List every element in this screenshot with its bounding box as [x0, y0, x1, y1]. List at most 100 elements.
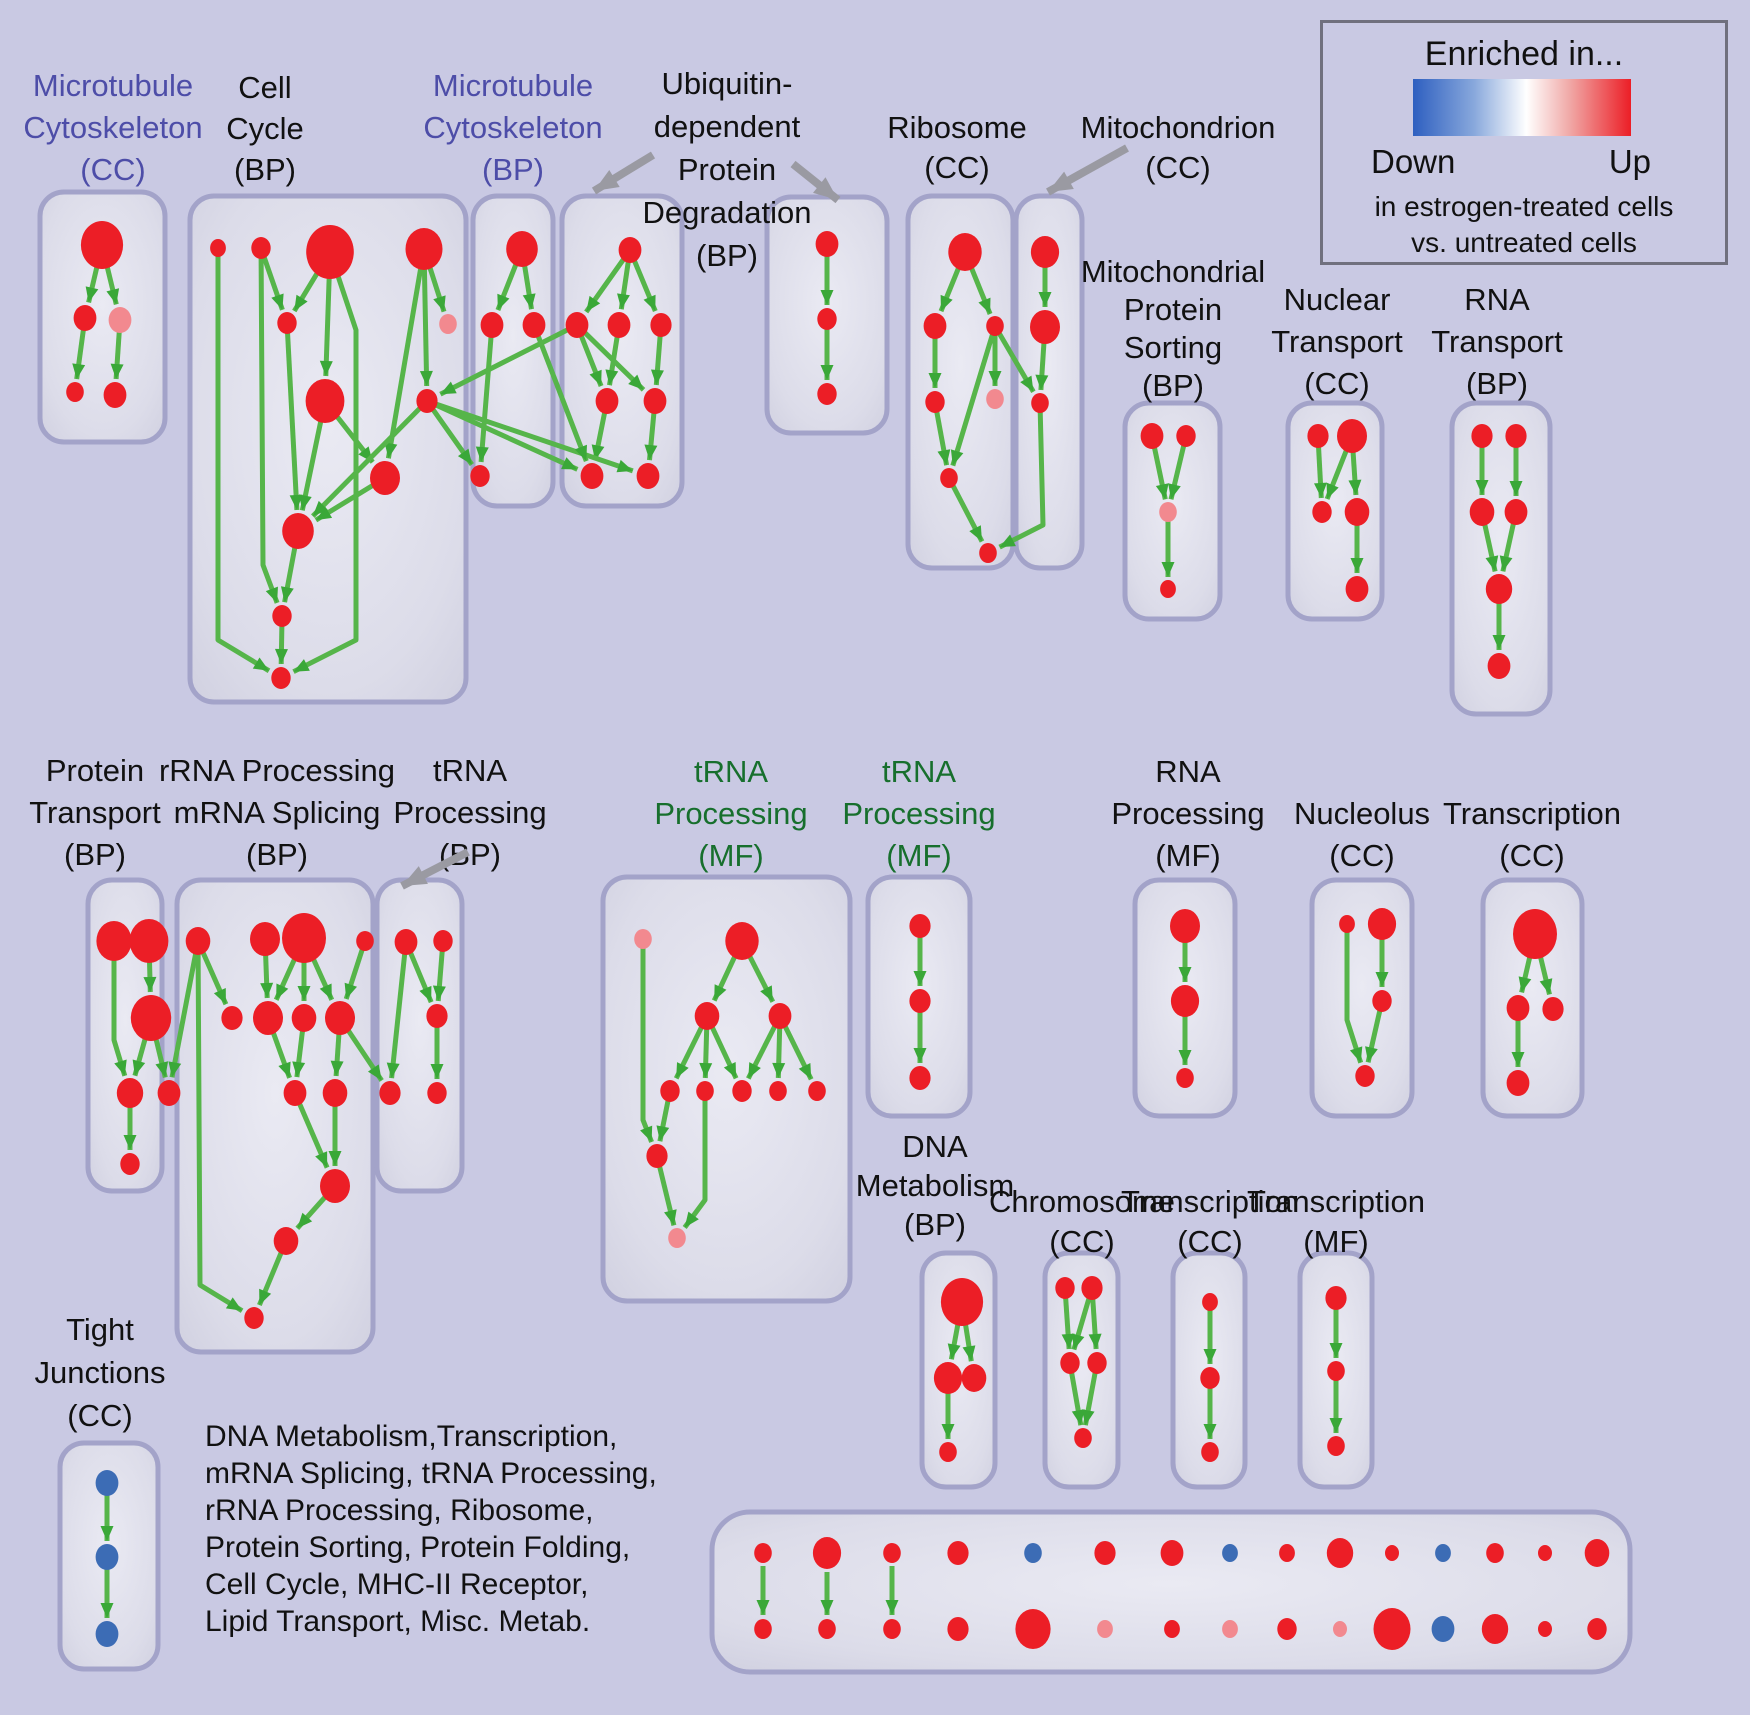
gene-node-protein-transport — [157, 1080, 181, 1106]
group-label-microtubule-cytoskeleton-cc: Microtubule — [33, 68, 193, 103]
group-label-chromosome-cc: Chromosome — [989, 1184, 1175, 1219]
group-label-nuclear-transport: Nuclear — [1284, 282, 1391, 317]
gene-node-microtubule-cytoskeleton-bp — [470, 465, 490, 487]
edge-arrow — [650, 334, 664, 386]
gene-node-rrna-processing-mrna-splicing — [291, 1004, 317, 1032]
gene-node-transcription-cc-b — [1202, 1293, 1218, 1311]
gene-node-ribosome-cc — [948, 233, 982, 271]
gene-node-mitochondrion-cc — [1030, 236, 1060, 268]
edge-arrow — [1088, 1297, 1102, 1350]
gene-node-rna-transport — [1471, 424, 1493, 448]
gene-node-cell-cycle — [277, 312, 297, 334]
group-label-trna-processing-mf-1: (MF) — [698, 838, 763, 873]
legend-title: Enriched in... — [1424, 35, 1624, 73]
group-box-transcription-cc-a — [1480, 877, 1585, 1119]
group-label-dna-metabolism: DNA — [902, 1129, 968, 1164]
gene-node-rrna-processing-mrna-splicing — [283, 1080, 307, 1106]
group-label-ubiquitin-degradation: Protein — [678, 152, 776, 187]
gene-node-rrna-processing-mrna-splicing — [320, 1169, 350, 1203]
gene-node-transcription-cc-b — [1201, 1442, 1219, 1462]
shared-terms-text-line: mRNA Splicing, tRNA Processing, — [205, 1457, 657, 1490]
edge-arrow — [1071, 1296, 1092, 1351]
edge-arrow — [427, 266, 447, 313]
gene-node-shared-terms — [1279, 1544, 1295, 1562]
gene-node-microtubule-cytoskeleton-bp — [506, 231, 538, 267]
edge-arrow — [168, 952, 199, 1078]
gene-node-microtubule-cytoskeleton-cc — [103, 382, 127, 408]
group-label-rna-transport: RNA — [1464, 282, 1530, 317]
group-label-mitochondrion-cc: (CC) — [1145, 150, 1210, 185]
gene-node-shared-terms — [883, 1543, 901, 1563]
legend-up-label: Up — [1608, 143, 1651, 180]
group-box-microtubule-cytoskeleton-cc — [37, 189, 168, 445]
edge-arrow — [934, 410, 951, 466]
edge-arrow — [85, 265, 100, 303]
gene-node-chromosome-cc — [1081, 1276, 1103, 1300]
gene-node-ubiquitin-degradation-2 — [815, 231, 839, 257]
gene-node-trna-processing-mf-1 — [768, 1003, 792, 1029]
edge-arrow — [346, 1029, 384, 1082]
gene-node-shared-terms — [1538, 1621, 1552, 1637]
gene-node-shared-terms — [947, 1541, 969, 1565]
label-pointer-arrow — [1046, 144, 1129, 196]
gene-node-rrna-processing-mrna-splicing — [250, 922, 280, 956]
gene-node-ubiquitin-degradation-2 — [817, 383, 837, 405]
gene-node-trna-processing-bp — [394, 929, 418, 955]
group-box-chromosome-cc — [1042, 1250, 1121, 1490]
group-label-mitochondrion-cc: Mitochondrion — [1081, 110, 1276, 145]
group-label-transcription-cc-a: (CC) — [1499, 838, 1564, 873]
gene-node-transcription-cc-a — [1506, 1070, 1530, 1096]
gene-node-shared-terms — [754, 1543, 772, 1563]
edge-arrow — [673, 1025, 704, 1080]
gene-node-shared-terms — [812, 1537, 842, 1569]
edge-arrow — [311, 406, 422, 518]
edge-arrow — [584, 257, 626, 314]
shared-terms-text-line: rRNA Processing, Ribosome, — [205, 1494, 594, 1527]
group-label-protein-transport: Protein — [46, 753, 144, 788]
edge-arrow — [407, 951, 434, 1004]
group-label-mitochondrial-protein-sorting: (BP) — [1142, 368, 1204, 403]
edge-arrow — [258, 256, 280, 604]
gene-node-ubiquitin-degradation — [607, 312, 631, 338]
gene-node-nucleolus-cc — [1355, 1065, 1375, 1087]
group-label-chromosome-cc: (CC) — [1049, 1224, 1114, 1259]
gene-node-cell-cycle — [272, 605, 292, 627]
gene-node-ribosome-cc — [925, 391, 945, 413]
edge-arrow — [435, 401, 634, 474]
gene-node-mitochondrial-protein-sorting — [1160, 580, 1176, 598]
edge-arrow — [1035, 341, 1049, 391]
edge-arrow — [292, 1029, 306, 1078]
gene-node-transcription-cc-b — [1200, 1367, 1220, 1389]
gene-node-transcription-mf — [1327, 1436, 1345, 1456]
edge-arrow — [1348, 450, 1362, 496]
gene-node-ubiquitin-degradation — [595, 388, 619, 414]
edge-arrow — [270, 1031, 292, 1079]
gene-node-rna-transport — [1485, 574, 1513, 604]
edge-arrow — [330, 1032, 344, 1077]
group-label-rrna-processing-mrna-splicing: mRNA Splicing — [174, 795, 381, 830]
group-box-nucleolus-cc — [1309, 877, 1415, 1119]
group-label-transcription-mf: (MF) — [1303, 1224, 1368, 1259]
gene-node-rna-transport — [1505, 424, 1527, 448]
edge-arrow — [1537, 955, 1553, 995]
gene-node-rna-transport — [1469, 498, 1495, 526]
edge-arrow — [384, 267, 424, 459]
gene-node-rrna-processing-mrna-splicing — [356, 931, 374, 951]
gene-node-chromosome-cc — [1074, 1428, 1092, 1448]
group-label-mitochondrial-protein-sorting: Sorting — [1124, 330, 1222, 365]
legend-gradient — [1413, 79, 1631, 136]
group-label-trna-processing-bp: (BP) — [439, 837, 501, 872]
gene-node-trna-processing-mf-1 — [769, 1081, 787, 1101]
edge-arrow — [640, 947, 654, 1143]
group-box-mitochondrion-cc — [1013, 193, 1085, 571]
edge-arrow — [699, 1027, 713, 1079]
edge-arrow — [475, 335, 494, 463]
edge-arrow — [578, 334, 604, 388]
gene-node-shared-terms — [1024, 1543, 1042, 1563]
gene-node-nuclear-transport — [1337, 419, 1367, 453]
edge-arrow — [274, 624, 288, 665]
gene-node-shared-terms — [1222, 1620, 1238, 1638]
edge-arrow — [1069, 1371, 1085, 1426]
